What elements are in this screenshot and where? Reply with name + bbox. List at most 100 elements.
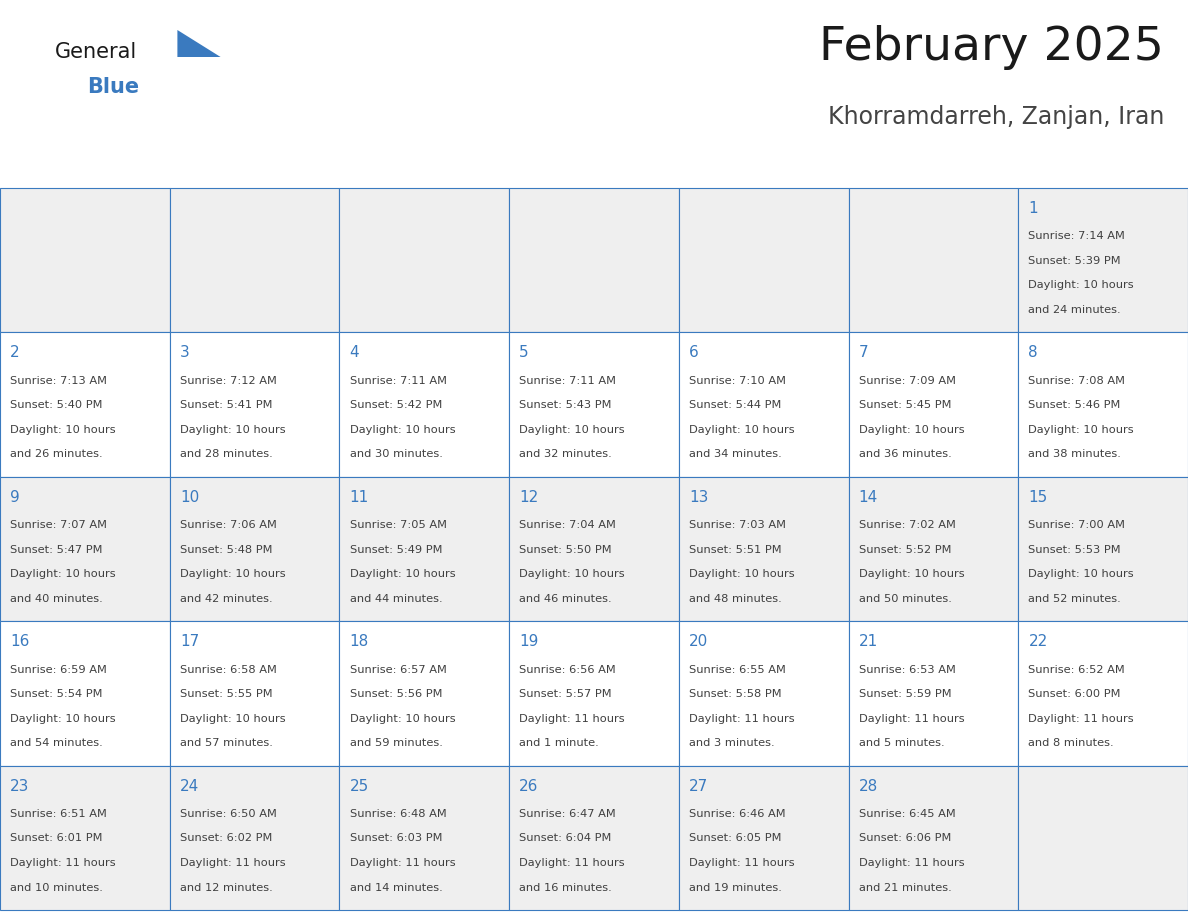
Text: Daylight: 11 hours: Daylight: 11 hours	[519, 858, 625, 868]
Text: and 46 minutes.: and 46 minutes.	[519, 594, 612, 604]
Text: Sunset: 5:54 PM: Sunset: 5:54 PM	[11, 689, 102, 700]
Text: and 19 minutes.: and 19 minutes.	[689, 882, 782, 892]
Text: Sunset: 5:44 PM: Sunset: 5:44 PM	[689, 400, 782, 410]
Text: Sunrise: 6:48 AM: Sunrise: 6:48 AM	[349, 809, 447, 819]
Text: Sunrise: 6:59 AM: Sunrise: 6:59 AM	[11, 665, 107, 675]
Text: 3: 3	[179, 345, 190, 361]
Text: Daylight: 10 hours: Daylight: 10 hours	[689, 569, 795, 579]
Text: Sunset: 5:55 PM: Sunset: 5:55 PM	[179, 689, 272, 700]
Text: Sunset: 6:00 PM: Sunset: 6:00 PM	[1029, 689, 1121, 700]
Text: Sunrise: 6:47 AM: Sunrise: 6:47 AM	[519, 809, 617, 819]
Text: Sunday: Sunday	[12, 164, 72, 179]
Text: Daylight: 11 hours: Daylight: 11 hours	[519, 713, 625, 723]
Text: 18: 18	[349, 634, 368, 649]
Text: Daylight: 10 hours: Daylight: 10 hours	[519, 425, 625, 435]
Text: Daylight: 10 hours: Daylight: 10 hours	[349, 569, 455, 579]
Text: Daylight: 10 hours: Daylight: 10 hours	[859, 425, 965, 435]
Text: Daylight: 10 hours: Daylight: 10 hours	[11, 569, 115, 579]
Text: and 42 minutes.: and 42 minutes.	[179, 594, 272, 604]
Text: Sunrise: 7:08 AM: Sunrise: 7:08 AM	[1029, 375, 1125, 386]
Text: Sunset: 5:50 PM: Sunset: 5:50 PM	[519, 544, 612, 554]
Text: Daylight: 10 hours: Daylight: 10 hours	[689, 425, 795, 435]
Text: 13: 13	[689, 490, 708, 505]
Text: 12: 12	[519, 490, 538, 505]
Text: Sunrise: 7:05 AM: Sunrise: 7:05 AM	[349, 521, 447, 530]
Text: 8: 8	[1029, 345, 1038, 361]
Text: Sunrise: 6:58 AM: Sunrise: 6:58 AM	[179, 665, 277, 675]
Text: Sunset: 5:56 PM: Sunset: 5:56 PM	[349, 689, 442, 700]
Text: Sunrise: 6:50 AM: Sunrise: 6:50 AM	[179, 809, 277, 819]
Text: Sunrise: 7:12 AM: Sunrise: 7:12 AM	[179, 375, 277, 386]
Text: 9: 9	[11, 490, 20, 505]
Text: and 3 minutes.: and 3 minutes.	[689, 738, 775, 748]
Text: Sunrise: 6:45 AM: Sunrise: 6:45 AM	[859, 809, 955, 819]
Text: and 1 minute.: and 1 minute.	[519, 738, 599, 748]
Text: Daylight: 11 hours: Daylight: 11 hours	[349, 858, 455, 868]
Text: and 28 minutes.: and 28 minutes.	[179, 450, 273, 459]
Text: Khorramdarreh, Zanjan, Iran: Khorramdarreh, Zanjan, Iran	[828, 105, 1164, 129]
Text: 5: 5	[519, 345, 529, 361]
Text: Sunrise: 7:00 AM: Sunrise: 7:00 AM	[1029, 521, 1125, 530]
Text: Sunset: 5:51 PM: Sunset: 5:51 PM	[689, 544, 782, 554]
Text: Sunrise: 7:11 AM: Sunrise: 7:11 AM	[349, 375, 447, 386]
Text: Daylight: 11 hours: Daylight: 11 hours	[1029, 713, 1135, 723]
Text: 7: 7	[859, 345, 868, 361]
Text: and 5 minutes.: and 5 minutes.	[859, 738, 944, 748]
Text: and 36 minutes.: and 36 minutes.	[859, 450, 952, 459]
Text: 1: 1	[1029, 201, 1038, 216]
Text: Daylight: 10 hours: Daylight: 10 hours	[179, 425, 285, 435]
Text: and 52 minutes.: and 52 minutes.	[1029, 594, 1121, 604]
Text: and 14 minutes.: and 14 minutes.	[349, 882, 442, 892]
Text: Sunrise: 6:55 AM: Sunrise: 6:55 AM	[689, 665, 786, 675]
Text: Daylight: 10 hours: Daylight: 10 hours	[519, 569, 625, 579]
Text: Sunrise: 7:04 AM: Sunrise: 7:04 AM	[519, 521, 617, 530]
Text: Sunrise: 6:52 AM: Sunrise: 6:52 AM	[1029, 665, 1125, 675]
Text: and 10 minutes.: and 10 minutes.	[11, 882, 103, 892]
Text: Daylight: 11 hours: Daylight: 11 hours	[859, 713, 965, 723]
Text: 27: 27	[689, 778, 708, 793]
Text: Sunset: 5:40 PM: Sunset: 5:40 PM	[11, 400, 102, 410]
Text: and 50 minutes.: and 50 minutes.	[859, 594, 952, 604]
Text: and 44 minutes.: and 44 minutes.	[349, 594, 442, 604]
Text: Sunset: 5:58 PM: Sunset: 5:58 PM	[689, 689, 782, 700]
Text: 22: 22	[1029, 634, 1048, 649]
Text: Tuesday: Tuesday	[352, 164, 418, 179]
Text: and 21 minutes.: and 21 minutes.	[859, 882, 952, 892]
Text: and 48 minutes.: and 48 minutes.	[689, 594, 782, 604]
Polygon shape	[177, 30, 221, 57]
Text: Sunset: 5:41 PM: Sunset: 5:41 PM	[179, 400, 272, 410]
Text: and 57 minutes.: and 57 minutes.	[179, 738, 273, 748]
Text: and 59 minutes.: and 59 minutes.	[349, 738, 442, 748]
Text: Sunrise: 7:06 AM: Sunrise: 7:06 AM	[179, 521, 277, 530]
Text: 6: 6	[689, 345, 699, 361]
Text: Sunrise: 6:57 AM: Sunrise: 6:57 AM	[349, 665, 447, 675]
Text: 25: 25	[349, 778, 368, 793]
Text: Monday: Monday	[182, 164, 246, 179]
Text: Daylight: 10 hours: Daylight: 10 hours	[1029, 569, 1135, 579]
Text: Sunset: 5:39 PM: Sunset: 5:39 PM	[1029, 256, 1121, 266]
Text: 26: 26	[519, 778, 538, 793]
Text: and 34 minutes.: and 34 minutes.	[689, 450, 782, 459]
Text: Wednesday: Wednesday	[522, 164, 615, 179]
Text: 19: 19	[519, 634, 538, 649]
Text: Sunset: 5:48 PM: Sunset: 5:48 PM	[179, 544, 272, 554]
Text: Sunrise: 6:53 AM: Sunrise: 6:53 AM	[859, 665, 955, 675]
Text: 17: 17	[179, 634, 200, 649]
Text: 11: 11	[349, 490, 368, 505]
Text: Sunrise: 7:09 AM: Sunrise: 7:09 AM	[859, 375, 956, 386]
Text: Sunset: 5:45 PM: Sunset: 5:45 PM	[859, 400, 952, 410]
Text: Daylight: 10 hours: Daylight: 10 hours	[11, 713, 115, 723]
Text: General: General	[55, 42, 138, 62]
Text: 20: 20	[689, 634, 708, 649]
Text: Daylight: 10 hours: Daylight: 10 hours	[1029, 425, 1135, 435]
Text: Sunset: 6:05 PM: Sunset: 6:05 PM	[689, 834, 782, 844]
Text: Daylight: 10 hours: Daylight: 10 hours	[1029, 280, 1135, 290]
Text: and 40 minutes.: and 40 minutes.	[11, 594, 103, 604]
Text: Daylight: 11 hours: Daylight: 11 hours	[179, 858, 285, 868]
Text: 14: 14	[859, 490, 878, 505]
Text: Sunrise: 6:56 AM: Sunrise: 6:56 AM	[519, 665, 617, 675]
Text: and 26 minutes.: and 26 minutes.	[11, 450, 103, 459]
Text: and 54 minutes.: and 54 minutes.	[11, 738, 103, 748]
Text: Sunset: 6:02 PM: Sunset: 6:02 PM	[179, 834, 272, 844]
Text: Sunrise: 7:11 AM: Sunrise: 7:11 AM	[519, 375, 617, 386]
